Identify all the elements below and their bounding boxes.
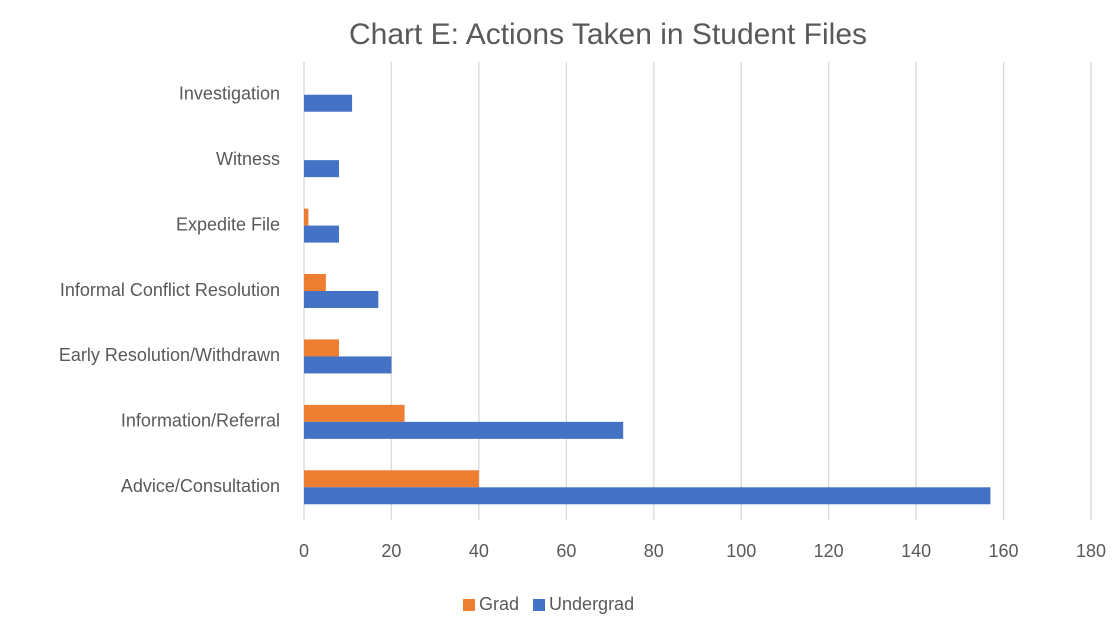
x-tick-label: 100	[726, 541, 756, 561]
bar	[304, 470, 479, 488]
bar	[304, 487, 991, 505]
legend-swatch	[533, 599, 546, 611]
x-tick-label: 60	[556, 541, 576, 561]
bar	[304, 339, 339, 357]
legend-label: Grad	[479, 594, 519, 614]
y-tick-label: Information/Referral	[121, 411, 280, 431]
bar	[304, 225, 339, 243]
legend-label: Undergrad	[549, 594, 634, 614]
y-tick-label: Early Resolution/Withdrawn	[59, 345, 280, 365]
chart-title: Chart E: Actions Taken in Student Files	[349, 18, 867, 51]
y-tick-label: Informal Conflict Resolution	[60, 280, 280, 300]
x-tick-label: 180	[1076, 541, 1106, 561]
bar	[304, 274, 326, 291]
y-tick-label: Witness	[216, 149, 280, 169]
x-tick-label: 40	[469, 541, 489, 561]
bar	[304, 160, 339, 178]
bar	[304, 291, 379, 308]
x-tick-label: 80	[644, 541, 664, 561]
bar	[304, 94, 353, 112]
legend-swatch	[463, 599, 475, 611]
bar	[304, 404, 405, 422]
y-tick-label: Expedite File	[176, 214, 280, 234]
y-tick-label: Advice/Consultation	[121, 476, 280, 496]
x-tick-label: 140	[901, 541, 931, 561]
x-tick-label: 120	[814, 541, 844, 561]
x-tick-label: 0	[299, 541, 309, 561]
bar	[304, 421, 624, 439]
x-tick-label: 160	[989, 541, 1019, 561]
bar	[304, 208, 309, 226]
bar	[304, 356, 392, 374]
y-tick-label: Investigation	[179, 83, 280, 103]
x-tick-label: 20	[381, 541, 401, 561]
